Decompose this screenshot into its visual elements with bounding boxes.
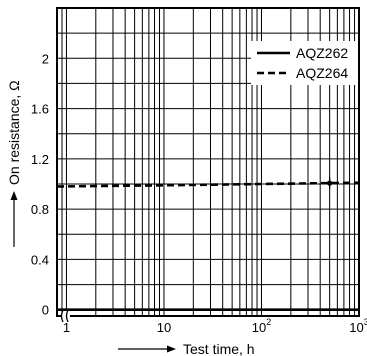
legend-label: AQZ264 [296,65,348,81]
legend-label: AQZ262 [296,45,348,61]
x-tick-label: 102 [252,317,271,335]
y-tick-label: 0.8 [31,202,49,217]
plot-frame [56,7,360,317]
legend: AQZ262 AQZ264 [251,41,358,85]
y-tick-labels: 0 0.4 0.8 1.2 1.6 2 [31,51,49,317]
x-tick-label: 1 [63,320,70,335]
axis-break-mark [65,309,69,323]
x-tick-label: 103 [349,317,367,335]
y-tick-label: 1.6 [31,102,49,117]
y-tick-label: 0.4 [31,252,49,267]
axis-labels: On resistance, Ω Test time, h [6,80,255,356]
x-tick-labels: 1 10 102 103 [63,317,367,335]
x-axis-label: Test time, h [183,341,255,356]
legend-box [251,41,358,85]
y-tick-label: 2 [42,51,49,66]
axis-break-mark [60,309,64,323]
data-marker [327,180,333,186]
plot-border [56,7,360,317]
series-line-aqz264 [56,181,360,188]
axis-break [60,309,70,323]
x-tick-label: 10 [157,320,171,335]
y-tick-label: 1.2 [31,152,49,167]
y-axis-label: On resistance, Ω [6,80,22,185]
y-axis-arrowhead [10,191,18,200]
series-lines [56,177,360,312]
y-tick-label: 0 [42,303,49,318]
x-axis-arrowhead [167,345,176,353]
